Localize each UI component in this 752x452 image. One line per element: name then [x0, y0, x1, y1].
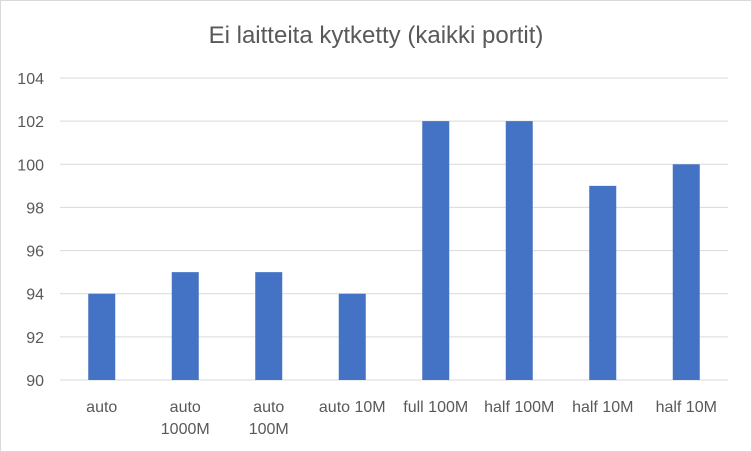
- x-tick-label: half 10M: [656, 399, 717, 416]
- bar: [672, 164, 700, 380]
- bar: [88, 293, 116, 380]
- x-tick-label: half 100M: [484, 399, 554, 416]
- chart-title: Ei laitteita kytketty (kaikki portit): [208, 22, 544, 49]
- bar: [589, 185, 617, 380]
- x-tick-label: auto 1000M: [161, 399, 210, 438]
- x-tick-label: auto: [86, 399, 117, 416]
- x-tick-label: half 10M: [572, 399, 633, 416]
- bar: [422, 121, 450, 381]
- y-tick-label: 100: [17, 157, 44, 174]
- bar: [171, 272, 199, 380]
- y-tick-label: 90: [26, 373, 44, 390]
- bar: [505, 121, 533, 381]
- bar: [255, 272, 283, 380]
- x-tick-label: auto 100M: [249, 399, 289, 438]
- y-tick-label: 92: [26, 330, 44, 347]
- y-tick-label: 104: [17, 71, 44, 88]
- y-tick-label: 96: [26, 244, 44, 261]
- x-tick-label: full 100M: [403, 399, 468, 416]
- y-tick-label: 98: [26, 200, 44, 217]
- bar: [338, 293, 366, 380]
- x-tick-label: auto 10M: [319, 399, 386, 416]
- y-tick-label: 102: [17, 114, 44, 131]
- y-tick-label: 94: [26, 287, 44, 304]
